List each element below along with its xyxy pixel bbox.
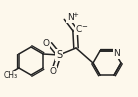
Text: S: S bbox=[56, 50, 62, 60]
Text: N: N bbox=[67, 13, 73, 23]
Text: +: + bbox=[72, 12, 78, 18]
Text: CH₃: CH₃ bbox=[3, 71, 17, 81]
Text: C: C bbox=[76, 26, 82, 35]
Text: O: O bbox=[43, 39, 50, 48]
Text: −: − bbox=[81, 24, 87, 30]
Text: N: N bbox=[114, 49, 120, 58]
Text: O: O bbox=[50, 67, 56, 75]
